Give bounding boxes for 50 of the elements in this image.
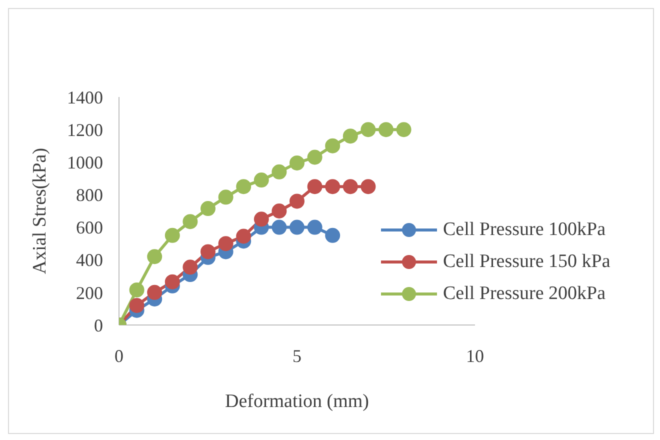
y-tick-label: 400	[76, 250, 103, 270]
y-tick-label: 600	[76, 218, 103, 238]
point	[290, 194, 304, 209]
point	[129, 282, 144, 298]
point	[236, 228, 252, 244]
point	[342, 128, 358, 144]
point	[396, 122, 412, 138]
point	[342, 179, 358, 194]
point	[147, 284, 162, 300]
point	[378, 122, 394, 138]
point	[307, 150, 322, 165]
x-tick-label: 10	[466, 346, 484, 366]
point	[218, 236, 234, 252]
point	[325, 138, 340, 154]
point	[254, 172, 269, 188]
point	[360, 122, 376, 138]
x-tick-label: 0	[114, 346, 124, 366]
point	[254, 212, 269, 227]
x-tick-label: 5	[292, 346, 302, 366]
y-tick-label: 1400	[67, 87, 103, 108]
y-axis-title: Axial Stres(kPa)	[30, 148, 51, 274]
point	[290, 155, 304, 170]
legend-label: Cell Pressure 150 kPa	[443, 251, 610, 273]
point	[325, 179, 340, 194]
point	[129, 298, 144, 313]
point	[290, 220, 304, 235]
y-tick-label: 200	[76, 282, 103, 303]
x-axis-title: Deformation (mm)	[224, 391, 370, 412]
point	[272, 220, 287, 235]
legend-label: Cell Pressure 100kPa	[443, 219, 606, 241]
point	[272, 164, 287, 180]
point	[325, 228, 340, 243]
point	[200, 244, 216, 260]
point	[307, 220, 322, 235]
point	[236, 179, 252, 194]
y-tick-label: 0	[94, 315, 103, 336]
point	[147, 249, 162, 264]
y-tick-label: 1200	[67, 120, 103, 140]
point	[307, 179, 322, 194]
point	[200, 201, 216, 216]
point	[164, 228, 180, 243]
point	[164, 274, 180, 290]
legend-label: Cell Pressure 200kPa	[443, 283, 606, 305]
point	[360, 179, 376, 194]
point	[182, 214, 198, 230]
y-tick-label: 1000	[67, 152, 103, 173]
point	[182, 260, 198, 275]
y-tick-label: 800	[76, 185, 103, 206]
point	[272, 204, 287, 218]
point	[218, 190, 234, 205]
